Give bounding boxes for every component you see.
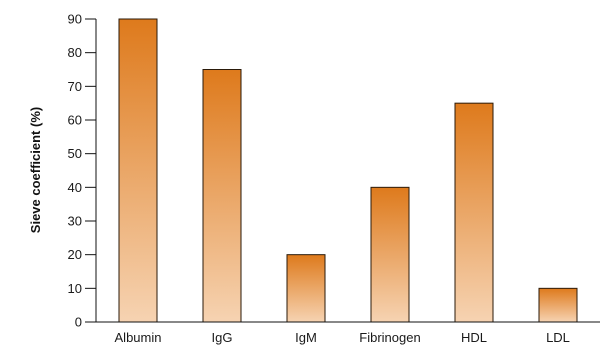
y-tick-label: 90	[68, 12, 82, 27]
bar-igg	[202, 69, 242, 323]
x-tick-label: Fibrinogen	[359, 330, 420, 345]
y-axis: 0 10 20 30 40 50 60 70 80 90	[68, 12, 97, 330]
bar-hdl	[454, 102, 494, 323]
y-tick-label: 10	[68, 281, 82, 296]
y-tick-label: 60	[68, 113, 82, 128]
x-tick-label: Albumin	[115, 330, 162, 345]
x-tick-label: HDL	[461, 330, 487, 345]
x-tick-label: IgM	[295, 330, 317, 345]
y-tick-label: 0	[75, 315, 82, 330]
y-axis-label: Sieve coefficient (%)	[28, 107, 43, 233]
bar-igm	[286, 254, 326, 323]
bar-fibrinogen	[370, 186, 410, 323]
x-tick-label: IgG	[212, 330, 233, 345]
y-tick-label: 20	[68, 247, 82, 262]
x-axis: Albumin IgG IgM Fibrinogen HDL LDL	[96, 321, 600, 345]
y-tick-label: 50	[68, 146, 82, 161]
bar-ldl	[538, 287, 578, 323]
y-tick-label: 80	[68, 45, 82, 60]
y-tick-label: 30	[68, 214, 82, 229]
y-tick-label: 40	[68, 180, 82, 195]
bar-albumin	[118, 18, 158, 323]
x-tick-label: LDL	[546, 330, 570, 345]
y-tick-label: 70	[68, 79, 82, 94]
bars	[118, 18, 578, 323]
